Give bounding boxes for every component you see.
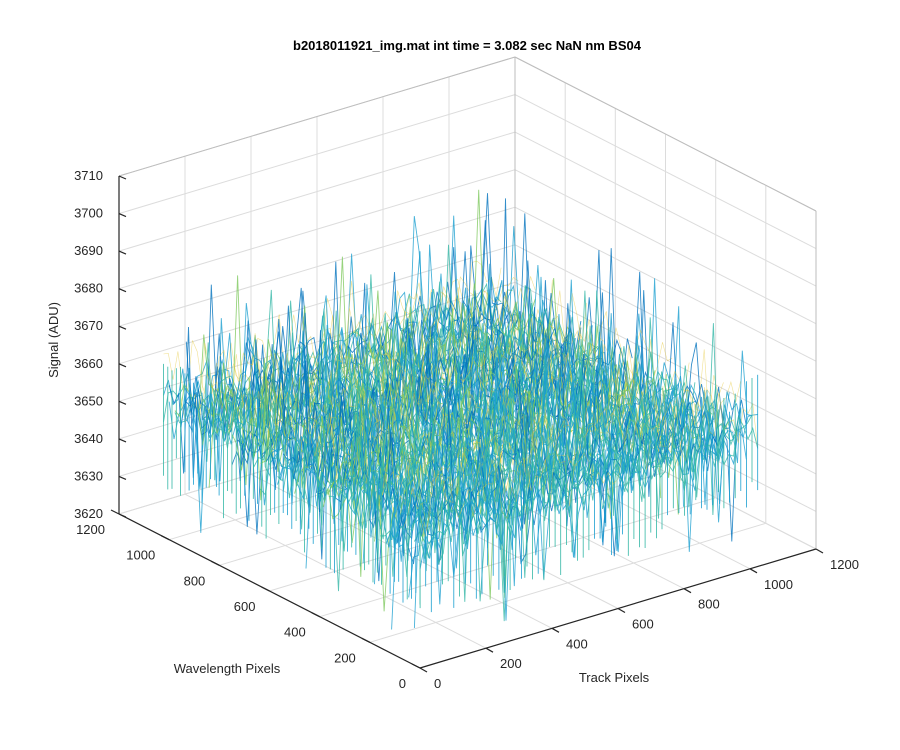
z-tick-label: 3700 [74, 206, 103, 221]
z-tick-label: 3670 [74, 318, 103, 333]
x-tick-mark [617, 607, 626, 614]
surface-strip [305, 313, 645, 502]
y-tick-mark [311, 612, 320, 618]
x-axis-label: Track Pixels [579, 670, 650, 685]
z-tick-mark [118, 213, 127, 218]
grid-line-floor-y [319, 497, 716, 618]
y-tick-label: 0 [399, 676, 406, 691]
grid-line-backwall-z [118, 206, 516, 327]
z-tick-label: 3650 [74, 393, 103, 408]
surface-data [163, 189, 759, 630]
surface-strip-highlight [248, 293, 587, 457]
box-edge [514, 56, 817, 212]
z-ticks: 3620 3630 3640 3650 3660 3670 3680 3690 3700 3710 [74, 168, 127, 521]
grid-line-backwall-z [118, 169, 516, 290]
grid-line-sidewall-z [514, 131, 817, 287]
grid-line-sidewall-z [514, 244, 817, 400]
y-tick-label: 1000 [126, 548, 155, 563]
y-tick-label: 600 [234, 599, 256, 614]
x-tick-label: 1200 [830, 557, 859, 572]
chart-title: b2018011921_img.mat int time = 3.082 sec… [293, 38, 642, 53]
y-tick-mark [160, 535, 170, 541]
y-tick-label: 800 [184, 573, 206, 588]
y-tick-label: 1200 [76, 522, 105, 537]
z-tick-mark [118, 250, 127, 255]
y-tick-label: 400 [284, 625, 306, 640]
x-tick-label: 1000 [764, 577, 793, 592]
z-tick-mark [118, 513, 127, 518]
y-axis-label: Wavelength Pixels [174, 661, 281, 676]
z-tick-mark [118, 438, 127, 443]
z-tick-mark [118, 175, 127, 180]
z-axis-label: Signal (ADU) [46, 302, 61, 378]
y-tick-label: 200 [334, 650, 356, 665]
y-tick-mark [211, 560, 220, 566]
z-tick-mark [118, 325, 127, 330]
z-tick-label: 3710 [74, 168, 103, 183]
grid-line-backwall-z [118, 131, 516, 252]
surface-strip [368, 338, 707, 577]
surface-strip [334, 346, 673, 572]
grid-line-floor-y [369, 522, 766, 643]
x-tick-label: 200 [500, 656, 522, 671]
surface-strip [305, 279, 645, 569]
x-tick-mark [485, 647, 494, 653]
y-tick-mark [261, 586, 270, 592]
surface-strip-highlight [163, 260, 502, 401]
x-tick-mark [749, 568, 758, 574]
x-tick-mark [683, 588, 692, 594]
x-tick-label: 400 [566, 636, 588, 651]
y-tick-mark [110, 509, 120, 515]
x-tick-label: 800 [698, 597, 720, 612]
grid-line-sidewall-z [514, 206, 817, 362]
x-tick-label: 0 [434, 676, 441, 691]
grid-line-sidewall-z [514, 281, 817, 437]
y-tick-mark [361, 637, 371, 643]
surface-strip-highlight [197, 276, 536, 412]
surface-strip-highlight [180, 276, 519, 425]
grid-line-sidewall-z [514, 94, 817, 250]
x-tick-mark [419, 667, 428, 673]
y-ticks: 0 200 400 600 800 1000 1200 [76, 509, 421, 691]
grid-line-backwall-z [118, 244, 516, 365]
z-tick-mark [118, 400, 127, 405]
x-tick-mark [815, 548, 824, 554]
z-tick-mark [118, 363, 127, 368]
y-tick-mark [411, 663, 421, 669]
grid-line-backwall-z [118, 94, 516, 215]
surface-strip-highlight [317, 329, 656, 483]
grid-line-sidewall-z [514, 169, 817, 325]
x-tick-mark [551, 627, 560, 633]
x-ticks: 0 200 400 600 800 1000 1200 [419, 548, 859, 691]
z-tick-label: 3680 [74, 281, 103, 296]
z-tick-label: 3620 [74, 506, 103, 521]
z-tick-label: 3690 [74, 243, 103, 258]
z-tick-mark [118, 288, 127, 293]
z-tick-label: 3660 [74, 356, 103, 371]
z-tick-label: 3640 [74, 431, 103, 446]
surface-strip [282, 248, 622, 560]
x-tick-label: 600 [632, 617, 654, 632]
z-tick-label: 3630 [74, 468, 103, 483]
box-edge [118, 56, 516, 177]
z-tick-mark [118, 475, 127, 480]
surface-strip-highlight [368, 379, 707, 522]
